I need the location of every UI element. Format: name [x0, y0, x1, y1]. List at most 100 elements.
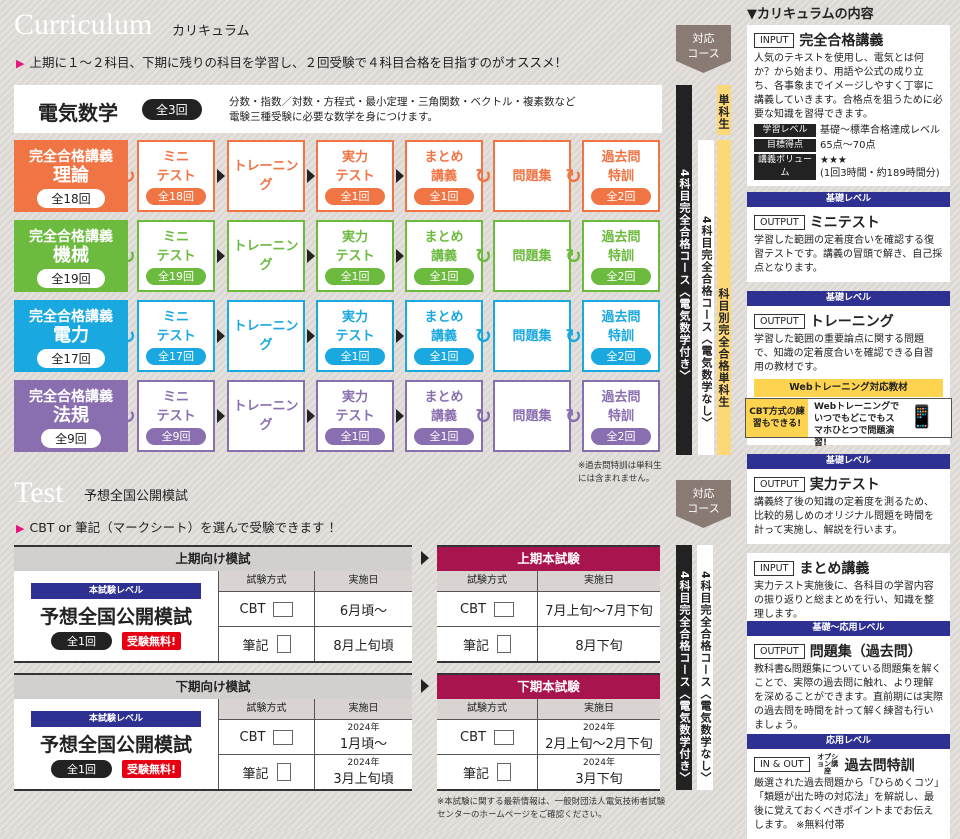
step-name: 問題集: [512, 328, 552, 344]
method-cell: CBT: [437, 720, 537, 754]
card-title-row: OUTPUT 実力テスト: [754, 474, 943, 494]
step-name: トレーニング: [233, 399, 299, 433]
table-heading: 下期本試験: [437, 675, 660, 699]
date-cell: 7月上旬～7月下旬: [537, 592, 660, 626]
curriculum-subtitle: カリキュラム: [172, 24, 250, 39]
card-title: 完全合格講義: [799, 33, 884, 49]
col-date: 実施日: [537, 571, 660, 591]
card-body: 厳選された過去問題から「ひらめくコツ」「類題が出た時の対応法」を解説し、最後に覚…: [754, 778, 939, 831]
table-grid: 試験方式 実施日 CBT 2024年 1月頃～ 筆記 2024年 3月上旬頃: [218, 699, 412, 789]
monitor-icon: [493, 729, 514, 745]
step-count-badge: 全18回: [146, 187, 206, 205]
table-row: CBT 7月上旬～7月下旬: [437, 591, 660, 626]
content-card: 応用レベル IN & OUT オプション講座 過去問特訓 厳選された過去問題から「ひらめ…: [747, 734, 950, 839]
date-value: 8月上旬頃: [333, 638, 394, 654]
step-cell: 過去問 特訓 全2回: [582, 380, 660, 452]
step-count-badge: 全1回: [325, 347, 385, 365]
course-label: 完全合格講義: [29, 229, 113, 245]
step-name: 特訓: [607, 248, 634, 264]
mock-pills: 全1回 受験無料!: [50, 631, 182, 650]
curriculum-title: Curriculum: [14, 8, 153, 41]
step-name: 講義: [430, 168, 457, 184]
test-bar-with-math: 4科目完全合格コース〈電気数学付き〉: [676, 545, 692, 790]
io-badge: INPUT: [754, 32, 795, 48]
subheader-row: 試験方式 実施日: [437, 571, 660, 591]
step-count-badge: 全19回: [146, 267, 206, 285]
step-name: 問題集: [512, 408, 552, 424]
card-title: トレーニング: [809, 314, 894, 330]
step-name: トレーニング: [233, 239, 299, 273]
step-cell: 過去問 特訓 全2回: [582, 300, 660, 372]
exam-table: 上期本試験 試験方式 実施日 CBT 7月上旬～7月下旬 筆記 8月下旬: [437, 545, 660, 663]
free-badge: 受験無料!: [121, 631, 182, 650]
io-badge: OUTPUT: [754, 643, 805, 659]
step-name: ミニ: [162, 309, 189, 325]
step-cell: 実力 テスト 全1回: [316, 300, 394, 372]
step-arrow-icon: [307, 329, 315, 343]
table-heading: 上期向け模試: [14, 547, 412, 571]
meta-row: 目標得点 65点～70点: [754, 139, 943, 152]
mock-panel: 本試験レベル 予想全国公開模試 全1回 受験無料!: [14, 699, 218, 789]
method-label: CBT: [460, 729, 486, 745]
table-row: 筆記 8月下旬: [437, 626, 660, 661]
date-value: 7月上旬～7月下旬: [545, 603, 653, 619]
card-body: 学習した範囲の定着度合いを確認する復習テストです。講義の冒頭で解き、自己採点とな…: [754, 235, 943, 274]
step-arrow-icon: [307, 169, 315, 183]
step-name: 講義: [430, 408, 457, 424]
method-label: 筆記: [242, 766, 269, 782]
course-tag: 対応 コース: [676, 25, 731, 73]
electric-math-panel: 電気数学 全3回 分数・指数／対数・方程式・最小定理・三角関数・ベクトル・複素数…: [14, 85, 662, 133]
method-cell: 筆記: [219, 627, 314, 661]
method-label: 筆記: [462, 638, 489, 654]
step-arrow-icon: [396, 249, 404, 263]
subject-count-badge: 全17回: [37, 349, 105, 368]
card-title-row: OUTPUT 問題集（過去問）: [754, 641, 943, 661]
step-cell: ミニテスト全19回: [137, 220, 215, 292]
card-title: 問題集（過去問）: [809, 644, 922, 660]
step-name: まとめ: [424, 229, 464, 245]
math-desc-line: 電験三種受験に必要な数学を身につけます。: [229, 111, 438, 123]
table-grid: 試験方式 実施日 CBT 7月上旬～7月下旬筆記 8月下旬: [437, 571, 660, 661]
step-name: テスト: [156, 248, 196, 264]
step-name: トレーニング: [233, 319, 299, 353]
step-cell: トレーニング: [227, 220, 305, 292]
date-value: 1月頃～: [339, 736, 388, 752]
mock-panel: 本試験レベル 予想全国公開模試 全1回 受験無料!: [14, 571, 218, 661]
step-count-badge: 全1回: [325, 427, 385, 445]
date-cell: 2024年 3月下旬: [537, 755, 660, 789]
monitor-icon: [493, 601, 514, 617]
step-name: ミニ: [162, 149, 189, 165]
subject-name: 理論: [53, 165, 89, 186]
step-count-badge: 全2回: [591, 267, 651, 285]
math-name: 電気数学: [38, 101, 118, 125]
date-value: 3月上旬頃: [333, 771, 394, 787]
cycle-arrow-icon: ↻: [119, 404, 136, 428]
content-card: INPUT 完全合格講義 人気のテキストを使用し、電気とは何か？から始まり、用語や公…: [747, 25, 950, 186]
method-label: 筆記: [242, 638, 269, 654]
col-method: 試験方式: [246, 703, 287, 714]
method-cell: 筆記: [219, 755, 314, 789]
test-note: ※本試験に関する最新情報は、一般財団法人電気技術者試験センターのホームページをご…: [437, 797, 666, 820]
card-title-row: OUTPUT トレーニング: [754, 311, 943, 331]
step-count-badge: 全1回: [414, 347, 474, 365]
step-cell: ミニ テスト 全18回: [137, 140, 215, 212]
count-pill: 全1回: [50, 631, 112, 650]
math-count-badge: 全3回: [142, 99, 202, 120]
step-cell: 実力 テスト 全1回: [316, 380, 394, 452]
mock-name: 予想全国公開模試: [39, 733, 192, 756]
step-name: テスト: [335, 408, 375, 424]
step-arrow-icon: [217, 169, 225, 183]
step-name: ミニ: [162, 229, 189, 245]
date-value: 8月下旬: [575, 638, 623, 654]
subject-label-0: 完全合格講義 理論 全18回: [14, 140, 128, 212]
step-name: まとめ: [424, 309, 464, 325]
table-body: 本試験レベル 予想全国公開模試 全1回 受験無料! 試験方式 実施日 CBT 2024年 1月頃…: [14, 699, 412, 789]
exam-table: 下期本試験 試験方式 実施日 CBT 2024年 2月上旬～2月下旬 筆記 2024年 3月下旬: [437, 673, 660, 791]
meta-key: 目標得点: [754, 139, 816, 152]
step-cell: トレーニング: [227, 140, 305, 212]
method-cell: 筆記: [437, 755, 537, 789]
card-title: 過去問特訓: [844, 757, 915, 774]
option-label: オプション講座: [817, 753, 839, 775]
subject-count-badge: 全19回: [37, 269, 105, 288]
web-badge: Webトレーニング対応教材: [754, 379, 943, 397]
